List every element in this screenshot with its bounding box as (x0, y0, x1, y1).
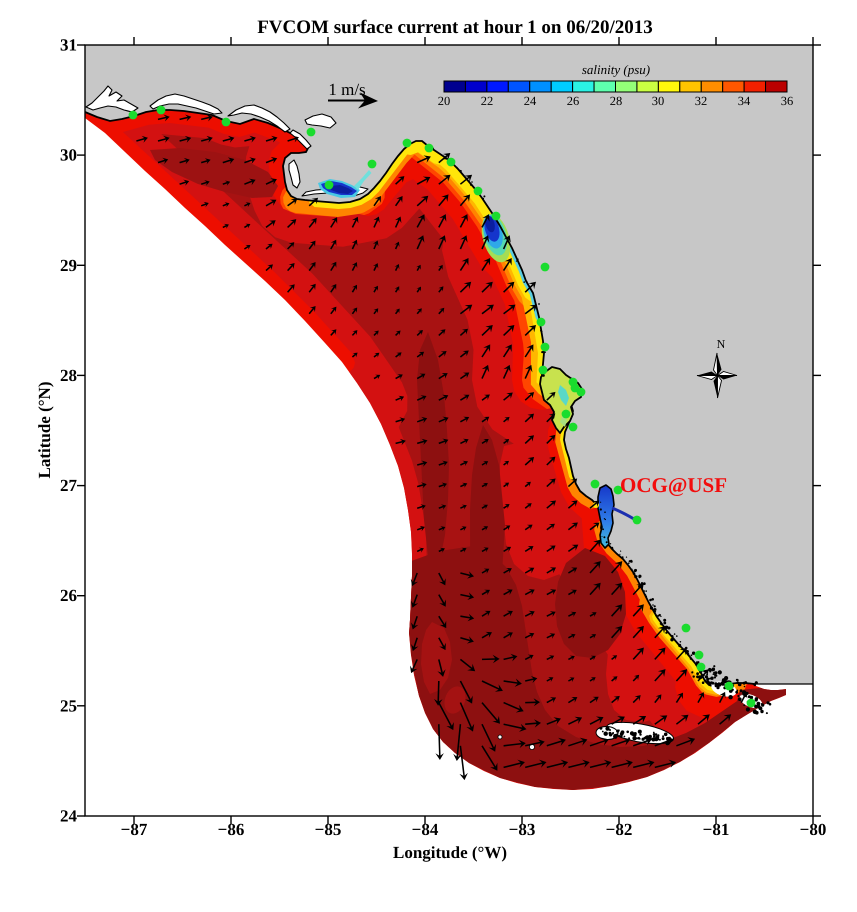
svg-text:Longitude (°W): Longitude (°W) (393, 843, 507, 862)
svg-text:25: 25 (60, 696, 77, 715)
svg-text:32: 32 (695, 94, 708, 108)
svg-text:27: 27 (60, 476, 78, 495)
svg-text:salinity (psu): salinity (psu) (582, 62, 650, 77)
svg-text:OCG@USF: OCG@USF (620, 473, 727, 497)
svg-text:29: 29 (60, 256, 77, 275)
svg-text:1 m/s: 1 m/s (328, 80, 365, 99)
svg-text:20: 20 (438, 94, 451, 108)
svg-text:24: 24 (524, 94, 537, 108)
svg-text:24: 24 (60, 807, 78, 826)
svg-text:−80: −80 (800, 820, 827, 839)
svg-text:−84: −84 (412, 820, 439, 839)
svg-text:−87: −87 (121, 820, 148, 839)
svg-text:Latitude (°N): Latitude (°N) (35, 382, 54, 479)
svg-text:22: 22 (481, 94, 494, 108)
svg-text:−85: −85 (315, 820, 342, 839)
svg-text:34: 34 (738, 94, 751, 108)
svg-text:−82: −82 (606, 820, 633, 839)
svg-text:26: 26 (567, 94, 580, 108)
svg-text:28: 28 (60, 366, 77, 385)
svg-text:−83: −83 (509, 820, 536, 839)
svg-text:26: 26 (60, 586, 77, 605)
svg-text:36: 36 (781, 94, 794, 108)
svg-text:28: 28 (610, 94, 623, 108)
svg-text:30: 30 (60, 146, 77, 165)
svg-text:FVCOM surface current at hour: FVCOM surface current at hour 1 on 06/20… (257, 17, 653, 38)
svg-text:31: 31 (60, 36, 77, 55)
svg-text:30: 30 (652, 94, 665, 108)
svg-text:−86: −86 (218, 820, 245, 839)
svg-text:N: N (717, 337, 726, 351)
svg-text:−81: −81 (703, 820, 730, 839)
